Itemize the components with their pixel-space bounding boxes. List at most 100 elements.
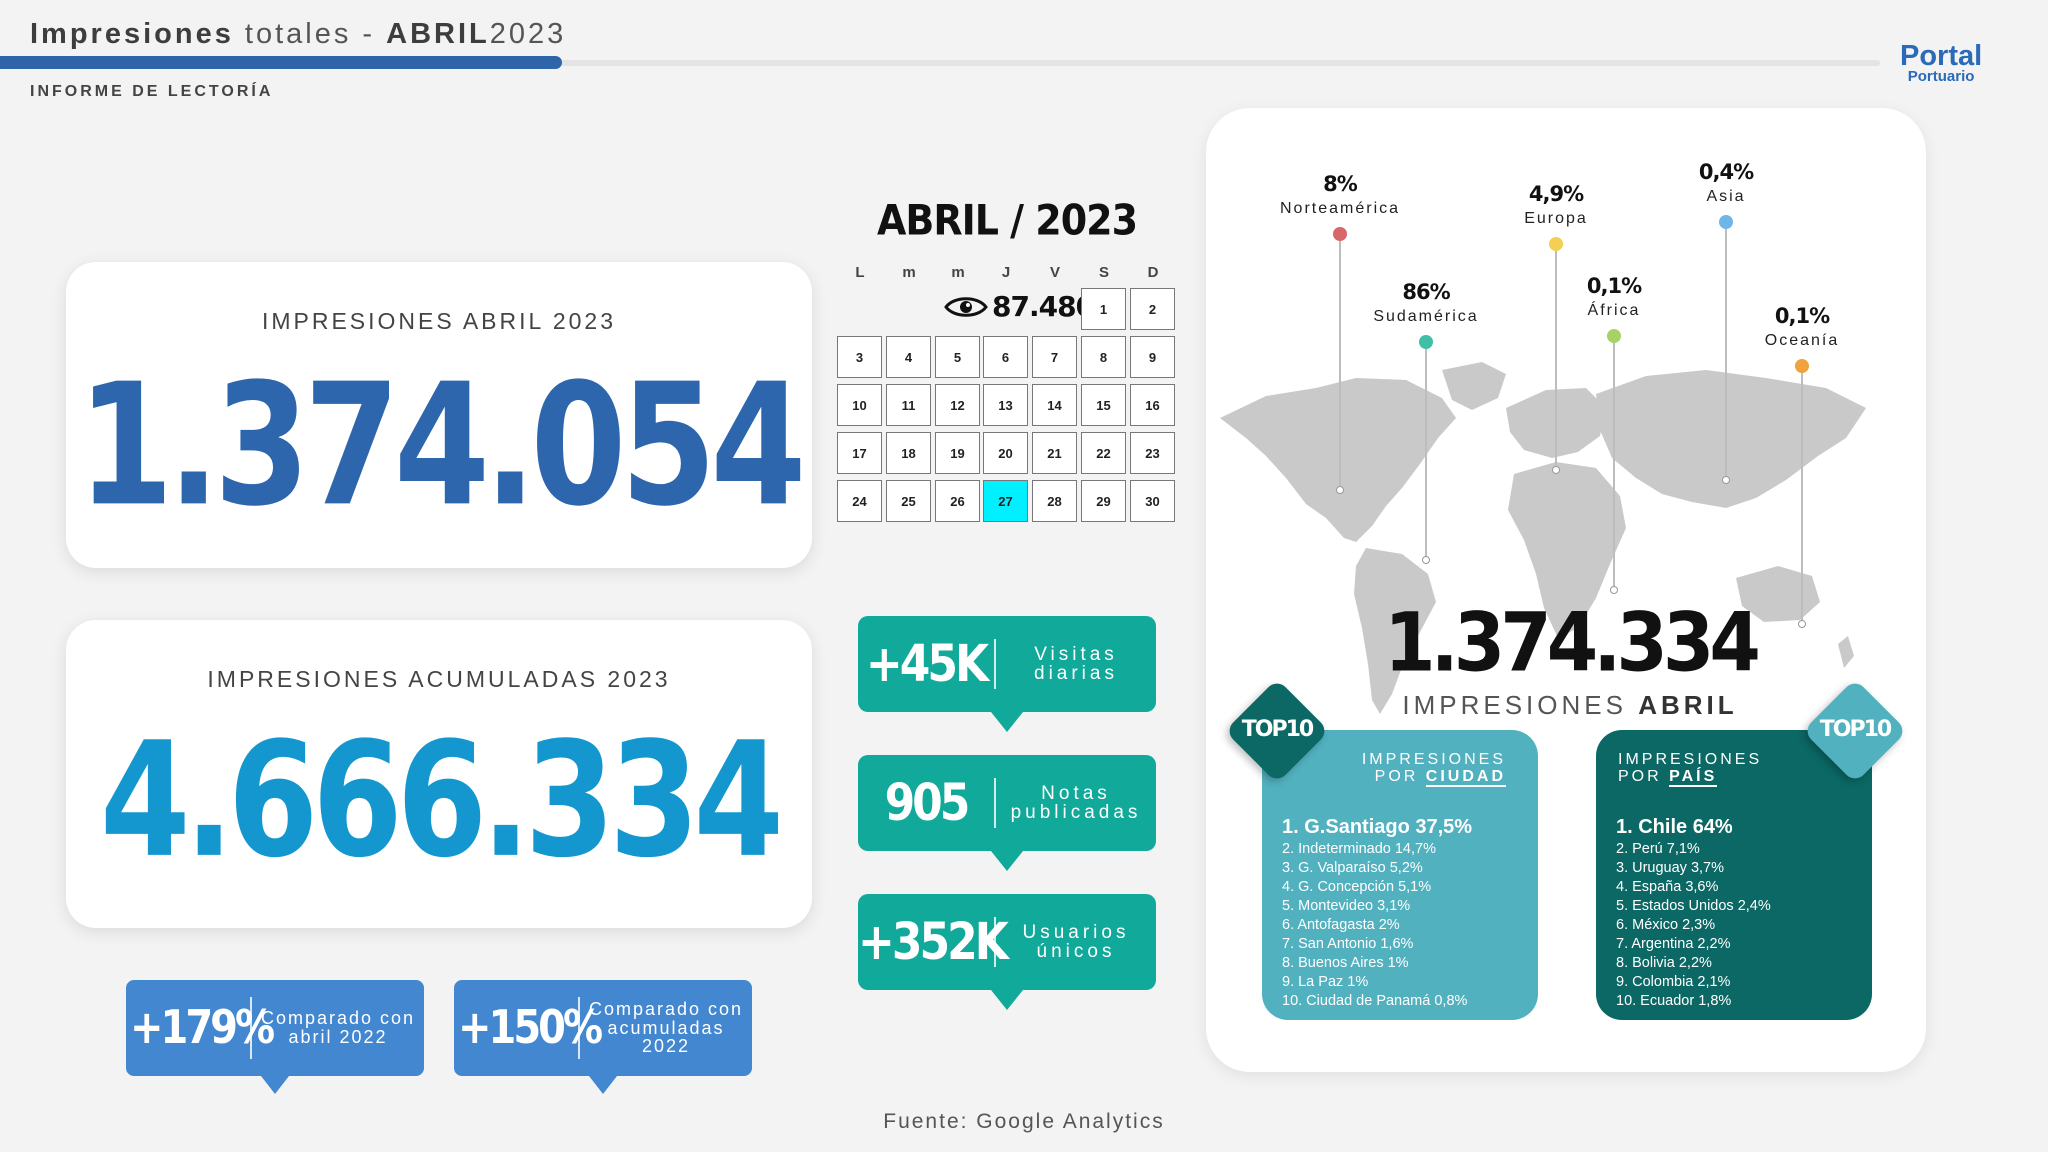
list-item: 1. Chile 64% xyxy=(1616,816,1733,838)
calendar-day[interactable]: 10 xyxy=(837,384,882,426)
list-item: 4. G. Concepción 5,1% xyxy=(1282,879,1432,895)
calendar-day[interactable]: 8 xyxy=(1081,336,1126,378)
region-name: Europa xyxy=(1524,210,1588,227)
stat-text-line1: Visitas xyxy=(1034,644,1118,665)
impressions-accum-card: IMPRESIONES ACUMULADAS 2023 4.666.334 xyxy=(66,620,812,928)
list-item: 9. Colombia 2,1% xyxy=(1616,974,1731,990)
region-pin-dot xyxy=(1333,227,1347,241)
top10-countries-heading: IMPRESIONES POR PAÍS xyxy=(1618,751,1763,787)
list-item: 3. G. Valparaíso 5,2% xyxy=(1282,860,1423,876)
top10-countries-list: 1. Chile 64% 2. Perú 7,1% 3. Uruguay 3,7% 4… xyxy=(1616,814,1771,1011)
region-name: Oceanía xyxy=(1764,332,1840,349)
heading-line2b: CIUDAD xyxy=(1425,767,1506,787)
comparison-text: Comparado con acumuladas 2022 xyxy=(580,999,752,1057)
calendar-weekday: L xyxy=(855,264,865,281)
calendar-day[interactable]: 22 xyxy=(1081,432,1126,474)
calendar-day[interactable]: 24 xyxy=(837,480,882,522)
stat-value: +45K xyxy=(865,634,989,694)
top10-cities-box: IMPRESIONES POR CIUDAD 1. G.Santiago 37,… xyxy=(1262,730,1538,1020)
list-item: 1. G.Santiago 37,5% xyxy=(1282,816,1473,838)
top10-cities-list: 1. G.Santiago 37,5% 2. Indeterminado 14,7… xyxy=(1282,814,1472,1011)
top10-badge-cities-text: TOP10 xyxy=(1241,717,1314,742)
calendar-day[interactable]: 2 xyxy=(1130,288,1175,330)
calendar-day[interactable]: 13 xyxy=(983,384,1028,426)
region-pin-anchor xyxy=(1336,486,1344,494)
stat-unique-users: +352K Usuarios únicos xyxy=(858,894,1156,1010)
views-indicator: 87.480 xyxy=(944,290,1095,323)
callout-divider xyxy=(578,997,580,1059)
region-percent: 8% xyxy=(1323,172,1358,196)
region-name: África xyxy=(1587,302,1641,319)
stat-text-line2: únicos xyxy=(1036,941,1116,962)
calendar-day[interactable]: 21 xyxy=(1032,432,1077,474)
calendar-weekday: V xyxy=(1049,264,1060,281)
comparison-value: +179% xyxy=(130,1001,275,1055)
calendar-day[interactable]: 6 xyxy=(983,336,1028,378)
stat-daily-visits: +45K Visitas diarias xyxy=(858,616,1156,732)
list-item: 10. Ciudad de Panamá 0,8% xyxy=(1282,993,1468,1009)
calendar-day[interactable]: 3 xyxy=(837,336,882,378)
region-name: Asia xyxy=(1706,188,1746,205)
region-name: Sudamérica xyxy=(1373,308,1479,325)
region-pin-line xyxy=(1555,244,1557,470)
region-percent: 0,1% xyxy=(1774,304,1830,328)
callout-divider xyxy=(250,997,252,1059)
list-item: 7. San Antonio 1,6% xyxy=(1282,936,1414,952)
calendar-day[interactable]: 11 xyxy=(886,384,931,426)
title-part-b: totales - xyxy=(244,18,376,50)
region-pin-line xyxy=(1725,222,1727,480)
calendar-day[interactable]: 25 xyxy=(886,480,931,522)
calendar-day[interactable]: 19 xyxy=(935,432,980,474)
top10-countries-box: IMPRESIONES POR PAÍS 1. Chile 64% 2. Perú… xyxy=(1596,730,1872,1020)
calendar-title: ABRIL / 2023 xyxy=(876,195,1138,245)
logo-line2: Portuario xyxy=(1907,68,1975,85)
comparison-callout-accum: +150% Comparado con acumuladas 2022 xyxy=(454,980,752,1094)
region-pin-line xyxy=(1425,342,1427,560)
calendar-day[interactable]: 5 xyxy=(935,336,980,378)
portal-portuario-logo: Portal Portuario xyxy=(1900,42,1982,85)
list-item: 4. España 3,6% xyxy=(1616,879,1719,895)
calendar-day[interactable]: 20 xyxy=(983,432,1028,474)
stat-text: Visitas diarias xyxy=(996,645,1156,683)
impressions-accum-value: 4.666.334 xyxy=(100,707,784,893)
list-item: 2. Perú 7,1% xyxy=(1616,841,1700,857)
region-pin-line xyxy=(1801,366,1803,624)
calendar-day[interactable]: 12 xyxy=(935,384,980,426)
region-pin-anchor xyxy=(1798,620,1806,628)
calendar-day[interactable]: 28 xyxy=(1032,480,1077,522)
calendar-day[interactable]: 14 xyxy=(1032,384,1077,426)
calendar-day[interactable]: 7 xyxy=(1032,336,1077,378)
region-percent: 0,1% xyxy=(1586,274,1642,298)
heading-line1: IMPRESIONES xyxy=(1618,751,1763,768)
calendar-weekday: J xyxy=(1001,264,1011,281)
comparison-text: Comparado con abril 2022 xyxy=(252,1009,424,1047)
callout-divider xyxy=(994,917,996,967)
calendar-day[interactable]: 29 xyxy=(1081,480,1126,522)
calendar-day[interactable]: 9 xyxy=(1130,336,1175,378)
list-item: 6. México 2,3% xyxy=(1616,917,1716,933)
callout-divider xyxy=(994,639,996,689)
stat-text-line1: Usuarios xyxy=(1022,922,1130,943)
list-item: 8. Buenos Aires 1% xyxy=(1282,955,1409,971)
list-item: 8. Bolivia 2,2% xyxy=(1616,955,1712,971)
stat-text-line2: diarias xyxy=(1034,663,1118,684)
calendar-day-selected[interactable]: 27 xyxy=(983,480,1028,522)
comparison-text-line2: abril 2022 xyxy=(288,1027,388,1047)
region-pin-line xyxy=(1613,336,1615,590)
calendar-day[interactable]: 17 xyxy=(837,432,882,474)
calendar-day[interactable]: 16 xyxy=(1130,384,1175,426)
calendar-day[interactable]: 15 xyxy=(1081,384,1126,426)
new-zealand-shape xyxy=(1838,636,1854,668)
calendar-day[interactable]: 30 xyxy=(1130,480,1175,522)
list-item: 3. Uruguay 3,7% xyxy=(1616,860,1725,876)
asia-shape xyxy=(1596,370,1866,508)
region-percent: 86% xyxy=(1402,280,1450,304)
calendar-day[interactable]: 18 xyxy=(886,432,931,474)
calendar-day[interactable]: 26 xyxy=(935,480,980,522)
calendar-day[interactable]: 1 xyxy=(1081,288,1126,330)
map-total-label-b: ABRIL xyxy=(1638,690,1738,720)
calendar-day[interactable]: 4 xyxy=(886,336,931,378)
africa-shape xyxy=(1508,462,1626,638)
list-item: 7. Argentina 2,2% xyxy=(1616,936,1731,952)
calendar-day[interactable]: 23 xyxy=(1130,432,1175,474)
